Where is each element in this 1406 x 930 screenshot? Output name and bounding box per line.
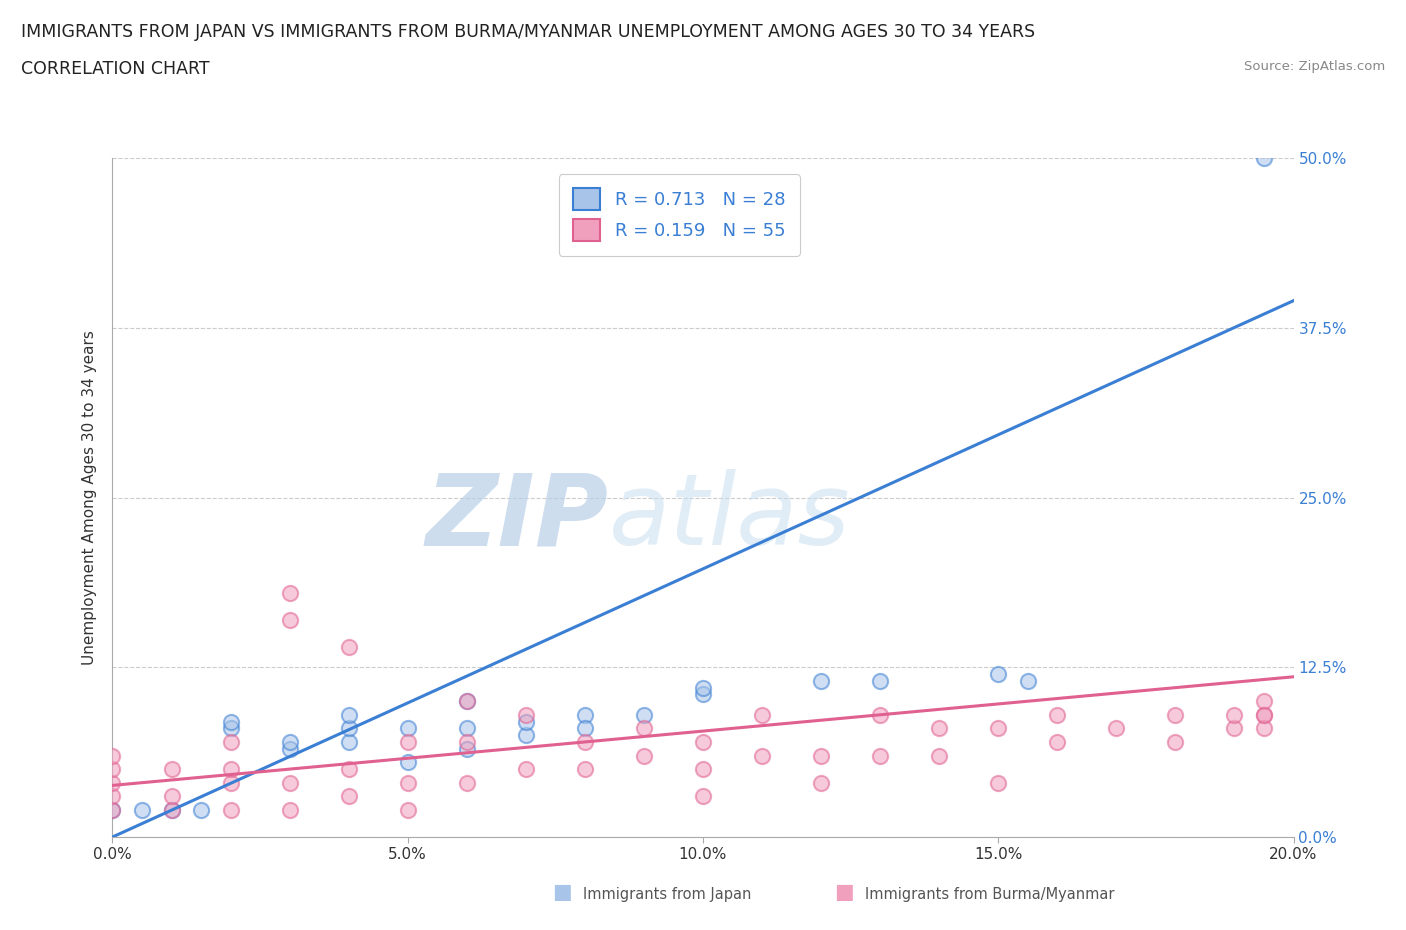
Point [1253,708,1275,723]
Point [515,714,537,729]
Point [456,694,478,709]
Point [1253,694,1275,709]
Point [515,762,537,777]
Point [219,776,242,790]
Point [928,721,950,736]
Point [1164,708,1187,723]
Point [633,708,655,723]
Point [987,721,1010,736]
Text: ZIP: ZIP [426,470,609,566]
Point [574,721,596,736]
Point [1253,708,1275,723]
Point [219,721,242,736]
Point [337,789,360,804]
Text: ■: ■ [553,882,572,902]
Point [456,694,478,709]
Point [751,708,773,723]
Point [869,708,891,723]
Point [131,803,153,817]
Point [101,748,124,763]
Point [219,714,242,729]
Point [1223,708,1246,723]
Point [1253,151,1275,166]
Point [692,680,714,695]
Point [160,803,183,817]
Point [456,721,478,736]
Point [278,612,301,627]
Point [1164,735,1187,750]
Point [692,762,714,777]
Point [456,776,478,790]
Point [810,673,832,688]
Point [396,755,419,770]
Point [101,789,124,804]
Point [337,721,360,736]
Point [219,803,242,817]
Point [692,735,714,750]
Point [869,673,891,688]
Text: Immigrants from Japan: Immigrants from Japan [583,887,752,902]
Point [633,721,655,736]
Text: Source: ZipAtlas.com: Source: ZipAtlas.com [1244,60,1385,73]
Point [692,687,714,702]
Point [101,776,124,790]
Point [1017,673,1039,688]
Point [1046,735,1069,750]
Legend: R = 0.713   N = 28, R = 0.159   N = 55: R = 0.713 N = 28, R = 0.159 N = 55 [558,174,800,256]
Point [987,667,1010,682]
Point [337,640,360,655]
Point [810,748,832,763]
Point [396,776,419,790]
Point [337,762,360,777]
Point [160,789,183,804]
Point [160,803,183,817]
Point [456,741,478,756]
Point [219,735,242,750]
Point [574,762,596,777]
Point [574,735,596,750]
Point [337,708,360,723]
Point [396,721,419,736]
Point [278,776,301,790]
Point [160,762,183,777]
Point [1105,721,1128,736]
Point [101,762,124,777]
Point [278,735,301,750]
Point [515,727,537,742]
Point [1253,721,1275,736]
Text: atlas: atlas [609,470,851,566]
Point [101,803,124,817]
Point [219,762,242,777]
Text: ■: ■ [834,882,853,902]
Point [1046,708,1069,723]
Point [928,748,950,763]
Point [396,735,419,750]
Point [278,741,301,756]
Point [278,803,301,817]
Point [574,708,596,723]
Point [633,748,655,763]
Point [810,776,832,790]
Point [337,735,360,750]
Point [456,735,478,750]
Text: IMMIGRANTS FROM JAPAN VS IMMIGRANTS FROM BURMA/MYANMAR UNEMPLOYMENT AMONG AGES 3: IMMIGRANTS FROM JAPAN VS IMMIGRANTS FROM… [21,23,1035,41]
Point [1223,721,1246,736]
Point [751,748,773,763]
Point [515,708,537,723]
Text: CORRELATION CHART: CORRELATION CHART [21,60,209,78]
Y-axis label: Unemployment Among Ages 30 to 34 years: Unemployment Among Ages 30 to 34 years [82,330,97,665]
Point [692,789,714,804]
Text: Immigrants from Burma/Myanmar: Immigrants from Burma/Myanmar [865,887,1114,902]
Point [101,803,124,817]
Point [278,585,301,600]
Point [396,803,419,817]
Point [869,748,891,763]
Point [987,776,1010,790]
Point [190,803,212,817]
